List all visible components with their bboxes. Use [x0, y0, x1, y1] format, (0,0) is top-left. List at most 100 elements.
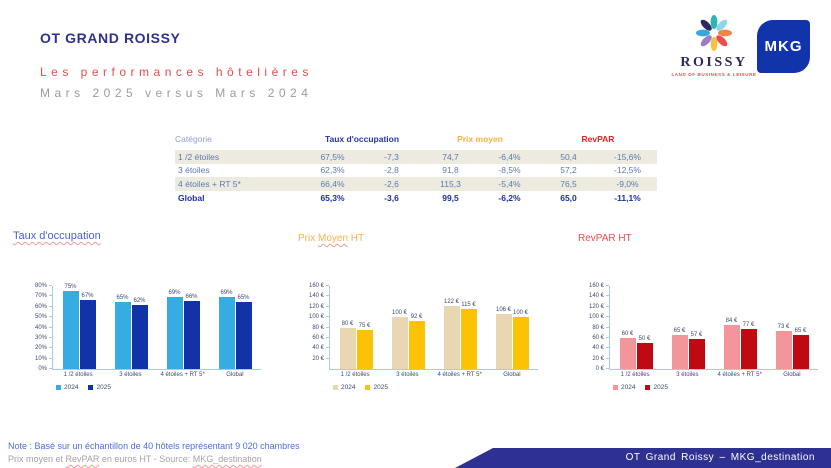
y-axis-tick-label: 120 €: [308, 303, 324, 310]
bar-wrapper: 122 €: [443, 299, 460, 369]
bar-wrapper: 57 €: [688, 332, 705, 369]
bar: [671, 335, 688, 369]
bar-wrapper: 100 €: [391, 310, 408, 369]
y-axis-tick-mark: [49, 295, 52, 297]
report-subtitle: Les performances hôtelières: [40, 65, 313, 79]
bar: [218, 297, 235, 369]
bar-wrapper: 77 €: [740, 322, 757, 369]
data-label: 77 €: [742, 322, 755, 329]
x-axis-category-label: Global: [226, 372, 244, 378]
data-label: 122 €: [443, 298, 459, 305]
data-label: 100 €: [512, 310, 528, 317]
table-cell: 57,2: [560, 165, 577, 176]
data-label: 67%: [81, 292, 94, 299]
legend-label: 2025: [373, 384, 388, 391]
section-title-price: Prix Moyen HT: [298, 233, 365, 244]
y-axis-tick-mark: [49, 347, 52, 349]
footer-banner: OT Grand Roissy – MKG_destination: [455, 448, 831, 468]
y-axis-tick-mark: [49, 285, 52, 286]
revpar-bar-chart: 160 € 140 € 120 € 100 € 80 € 60 € 40 € 20 € 0 € 6…: [583, 274, 818, 394]
x-axis-category-label: 1 /2 étoiles: [620, 372, 650, 378]
legend-item: 2024: [56, 384, 78, 391]
bar: [775, 331, 792, 369]
y-axis-tick-mark: [49, 368, 52, 369]
table-cell: -2,6: [384, 178, 399, 189]
bar: [512, 317, 529, 369]
x-axis-category-label: 3 étoiles: [396, 372, 419, 378]
bar-wrapper: 66%: [183, 294, 200, 369]
bar-group: 122 €115 €: [443, 299, 477, 369]
bar: [740, 329, 757, 369]
bar-wrapper: 65 €: [792, 328, 809, 369]
table-cell: 4 étoiles + RT 5*: [178, 178, 241, 189]
legend-label: 2025: [96, 384, 111, 391]
bar-group: 75% 67%: [62, 284, 96, 369]
y-axis-tick-label: 60%: [34, 303, 47, 310]
table-cell: 67,5%: [320, 151, 345, 162]
bar-group: 106 €100 €: [495, 307, 529, 369]
data-label: 100 €: [391, 310, 407, 317]
legend-swatch: [56, 385, 61, 390]
roissy-logo: ROISSY LAND OF BUSINESS & LEISURE: [668, 12, 760, 77]
data-label: 69%: [168, 290, 181, 297]
table-body: 1 /2 étoiles 67,5% -7,3 74,7 -6,4% 50,4 -15,6%…: [175, 150, 657, 206]
data-label: 106 €: [495, 307, 511, 314]
legend-swatch: [333, 385, 338, 390]
bar: [131, 304, 148, 369]
y-axis-tick-label: 50%: [34, 314, 47, 321]
bar-group: 100 €92 €: [391, 310, 425, 369]
bar-wrapper: 84 €: [723, 318, 740, 369]
legend-swatch: [645, 385, 651, 390]
bar: [408, 321, 425, 369]
chart-legend: 2024 2025: [56, 384, 261, 391]
bar: [62, 291, 79, 369]
data-label: 65%: [116, 294, 129, 301]
table-cell: 1 /2 étoiles: [178, 151, 220, 162]
y-axis-tick-label: 20 €: [312, 355, 324, 362]
y-axis-tick-mark: [606, 357, 609, 359]
section-title-occupancy: Taux d'occupation: [13, 230, 101, 242]
y-axis-tick-label: 20%: [34, 345, 47, 352]
data-label: 65%: [237, 294, 250, 301]
table-cell: 74,7: [442, 151, 459, 162]
bar-wrapper: 69%: [166, 290, 183, 369]
y-axis-tick-label: 80 €: [592, 324, 604, 331]
y-axis-tick-mark: [606, 336, 609, 338]
pinwheel-icon: [668, 12, 760, 54]
table-header-occupancy: Taux d'occupation: [324, 133, 400, 144]
report-period: Mars 2025 versus Mars 2024: [40, 86, 313, 100]
bar-wrapper: 92 €: [408, 314, 425, 369]
y-axis-tick-mark: [606, 368, 609, 369]
bar: [460, 309, 477, 369]
legend-swatch: [365, 385, 371, 390]
legend-item: 2024: [613, 384, 635, 391]
table-cell: -12,5%: [614, 165, 641, 176]
data-label: 92 €: [410, 314, 423, 321]
y-axis-tick-mark: [326, 357, 329, 359]
legend-item: 2025: [88, 384, 111, 391]
y-axis-tick-mark: [606, 347, 609, 349]
bar: [356, 330, 373, 369]
data-label: 75 €: [358, 323, 371, 330]
y-axis-tick-label: 80 €: [312, 324, 324, 331]
legend-label: 2024: [64, 384, 79, 391]
y-axis-tick-mark: [326, 347, 329, 349]
data-label: 57 €: [690, 332, 703, 339]
y-axis-tick-label: 70%: [34, 293, 47, 300]
data-label: 75%: [64, 284, 77, 291]
table-cell: -7,3: [384, 151, 399, 162]
bar-wrapper: 50 €: [636, 336, 653, 369]
y-axis-tick-label: 40 €: [592, 345, 604, 352]
bar: [339, 327, 356, 369]
y-axis-tick-mark: [49, 326, 52, 328]
y-axis-tick-mark: [606, 316, 609, 318]
y-axis-tick-mark: [326, 295, 329, 297]
bar-group: 65% 62%: [114, 295, 148, 369]
x-axis-category-label: 3 étoiles: [119, 372, 142, 378]
bar-wrapper: 106 €: [495, 307, 512, 369]
bar: [723, 325, 740, 369]
data-label: 115 €: [461, 302, 476, 309]
table-header-price: Prix moyen: [457, 133, 503, 144]
table-cell: 66,4%: [320, 178, 345, 189]
occupancy-bar-chart: 80% 70% 60% 50% 40% 30% 20% 10% 0% 75% 67% 65% 62% 69…: [26, 274, 261, 394]
